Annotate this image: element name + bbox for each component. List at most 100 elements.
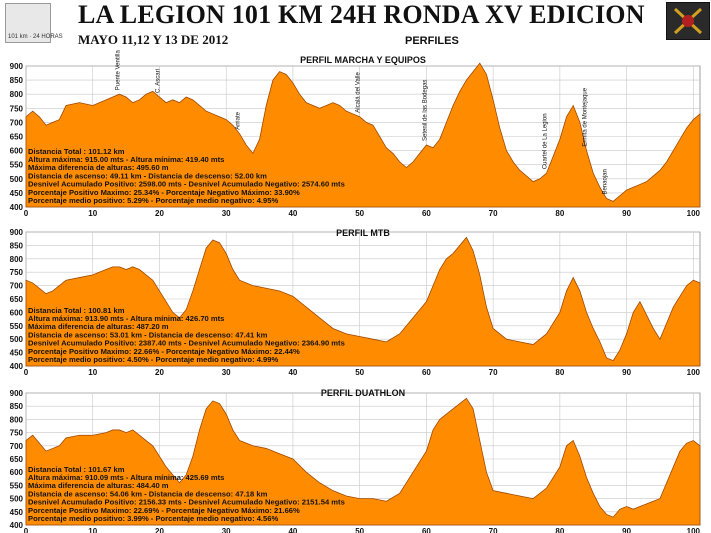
x-tick-label: 50 [355, 527, 364, 533]
x-tick-label: 80 [555, 209, 564, 218]
x-tick-label: 40 [288, 368, 297, 377]
stat-line: Máxima diferencia de alturas: 484.40 m [28, 481, 169, 490]
y-tick-label: 400 [10, 203, 24, 212]
y-tick-label: 700 [10, 282, 24, 291]
x-tick-label: 60 [422, 527, 431, 533]
profile-title: PERFIL DUATHLON [321, 388, 405, 398]
x-tick-label: 40 [288, 209, 297, 218]
y-tick-label: 650 [10, 455, 24, 464]
y-tick-label: 500 [10, 335, 24, 344]
y-tick-label: 600 [10, 308, 24, 317]
y-tick-label: 550 [10, 322, 24, 331]
x-tick-label: 10 [88, 527, 97, 533]
y-tick-label: 800 [10, 90, 24, 99]
stat-line: Distancia Total : 100.81 km [28, 306, 125, 315]
stat-line: Porcentaje Positivo Maximo: 25.34% - Por… [28, 188, 300, 197]
y-tick-label: 450 [10, 189, 24, 198]
y-tick-label: 750 [10, 429, 24, 438]
place-label: Cuartel de La Legion [543, 113, 549, 169]
stat-line: Distancia de ascenso: 49.11 km - Distanc… [28, 171, 267, 180]
stat-line: Desnivel Acumulado Positivo: 2598.00 mts… [28, 180, 345, 189]
y-tick-label: 850 [10, 402, 24, 411]
profile-title: PERFIL MARCHA Y EQUIPOS [300, 55, 426, 65]
stat-line: Porcentaje medio positivo: 4.50% - Porce… [28, 355, 278, 364]
stat-line: Distancia de ascenso: 53.01 km - Distanc… [28, 330, 268, 339]
place-label: Setenil de las Bodegas [422, 80, 428, 141]
y-tick-label: 450 [10, 349, 24, 358]
y-tick-label: 600 [10, 468, 24, 477]
y-tick-label: 900 [10, 62, 24, 71]
y-tick-label: 450 [10, 508, 24, 517]
place-label: Arriate [236, 111, 242, 129]
x-tick-label: 0 [24, 527, 29, 533]
stat-line: Porcentaje Positivo Maximo: 22.69% - Por… [28, 506, 300, 515]
x-tick-label: 30 [222, 527, 231, 533]
stat-line: Distancia de ascenso: 54.06 km - Distanc… [28, 489, 268, 498]
elevation-area [25, 62, 701, 208]
y-tick-label: 500 [10, 495, 24, 504]
x-tick-label: 60 [422, 209, 431, 218]
y-tick-label: 550 [10, 161, 24, 170]
profile-panel-1: PERFIL MARCHA Y EQUIPOS40045050055060065… [10, 50, 701, 218]
y-tick-label: 850 [10, 241, 24, 250]
x-tick-label: 80 [555, 368, 564, 377]
x-tick-label: 50 [355, 209, 364, 218]
profile-panel-2: PERFIL MTB400450500550600650700750800850… [10, 228, 701, 377]
logo-left-label: 101 km · 24 HORAS [8, 34, 63, 40]
x-tick-label: 0 [24, 368, 29, 377]
y-tick-label: 600 [10, 147, 24, 156]
y-tick-label: 550 [10, 481, 24, 490]
profile-panel-3: PERFIL DUATHLON4004505005506006507007508… [10, 388, 701, 533]
elevation-area [25, 236, 701, 367]
legion-emblem-right [666, 2, 710, 40]
stat-line: Porcentaje Positivo Maximo: 22.66% - Por… [28, 347, 300, 356]
x-tick-label: 20 [155, 368, 164, 377]
stat-line: Altura máxima: 913.90 mts - Altura mínim… [28, 314, 224, 323]
x-tick-label: 10 [88, 368, 97, 377]
x-tick-label: 10 [88, 209, 97, 218]
y-tick-label: 900 [10, 228, 24, 237]
x-tick-label: 50 [355, 368, 364, 377]
x-tick-label: 100 [687, 209, 701, 218]
x-tick-label: 70 [489, 527, 498, 533]
y-tick-label: 400 [10, 362, 24, 371]
stat-line: Altura máxima: 910.09 mts - Altura mínim… [28, 473, 224, 482]
section-title: PERFILES [405, 35, 459, 47]
y-tick-label: 400 [10, 521, 24, 530]
stat-line: Porcentaje medio positivo: 5.29% - Porce… [28, 196, 278, 205]
x-tick-label: 100 [687, 368, 701, 377]
place-label: Alcalá del Valle [356, 72, 362, 113]
y-tick-label: 700 [10, 118, 24, 127]
x-tick-label: 0 [24, 209, 29, 218]
y-tick-label: 900 [10, 389, 24, 398]
x-tick-label: 90 [622, 527, 631, 533]
place-label: C. Ascari [155, 69, 161, 93]
y-tick-label: 750 [10, 104, 24, 113]
stat-line: Distancia Total : 101.12 km [28, 147, 125, 156]
x-tick-label: 20 [155, 527, 164, 533]
stat-line: Máxima diferencia de alturas: 487.20 m [28, 322, 169, 331]
y-tick-label: 500 [10, 175, 24, 184]
page-subtitle: MAYO 11,12 Y 13 DE 2012 [78, 32, 229, 47]
x-tick-label: 20 [155, 209, 164, 218]
page-title: LA LEGION 101 KM 24H RONDA XV EDICION [78, 0, 645, 29]
y-tick-label: 700 [10, 442, 24, 451]
place-label: Ermita de Montejaque [583, 87, 589, 146]
stat-line: Porcentaje medio positivo: 3.99% - Porce… [28, 514, 278, 523]
y-tick-label: 800 [10, 415, 24, 424]
x-tick-label: 90 [622, 368, 631, 377]
x-tick-label: 80 [555, 527, 564, 533]
elevation-area [25, 397, 701, 526]
x-tick-label: 70 [489, 209, 498, 218]
stat-line: Desnivel Acumulado Positivo: 2156.33 mts… [28, 498, 345, 507]
x-tick-label: 40 [288, 527, 297, 533]
y-tick-label: 750 [10, 268, 24, 277]
x-tick-label: 90 [622, 209, 631, 218]
legion-logo-left: 101 km · 24 HORAS [5, 3, 63, 43]
profile-title: PERFIL MTB [336, 228, 390, 238]
x-tick-label: 60 [422, 368, 431, 377]
stat-line: Desnivel Acumulado Positivo: 2387.40 mts… [28, 339, 345, 348]
emblem-icon [673, 7, 703, 35]
place-label: Benaojan [603, 169, 609, 194]
